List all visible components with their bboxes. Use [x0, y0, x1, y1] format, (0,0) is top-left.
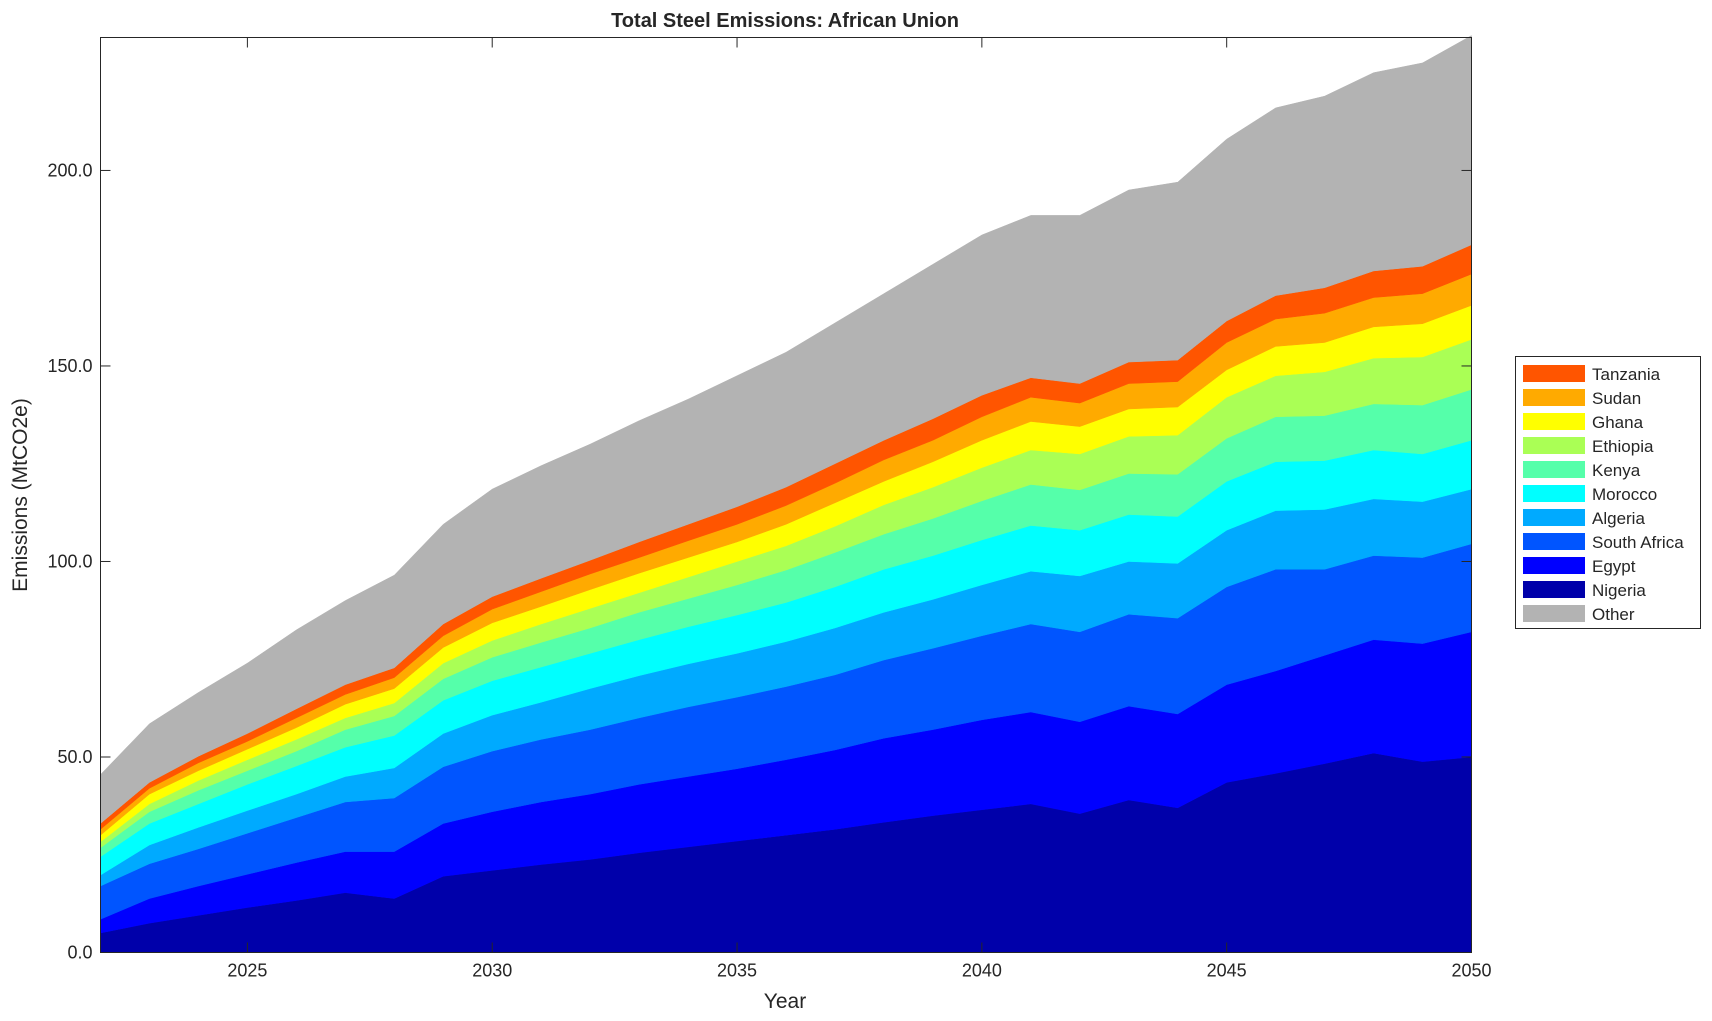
legend-label: Tanzania	[1592, 365, 1661, 384]
legend-swatch-ghana	[1523, 413, 1585, 430]
x-tick-label: 2035	[717, 961, 757, 981]
y-tick-label: 200.0	[47, 160, 92, 180]
legend-swatch-south-africa	[1523, 533, 1585, 550]
plot-frame	[100, 37, 1472, 953]
legend-label: South Africa	[1592, 533, 1684, 552]
y-axis-label: Emissions (MtCO2e)	[9, 398, 32, 592]
legend-label: Other	[1592, 605, 1635, 624]
legend-swatch-kenya	[1523, 461, 1585, 478]
legend-label: Algeria	[1592, 509, 1645, 528]
legend-swatch-other	[1523, 605, 1585, 622]
legend-label: Egypt	[1592, 557, 1636, 576]
legend-swatch-nigeria	[1523, 581, 1585, 598]
legend-swatch-ethiopia	[1523, 437, 1585, 454]
legend-label: Sudan	[1592, 389, 1641, 408]
y-tick-label: 50.0	[57, 747, 92, 767]
x-tick-label: 2050	[1451, 961, 1491, 981]
legend-swatch-egypt	[1523, 557, 1585, 574]
y-tick-label: 100.0	[47, 551, 92, 571]
x-axis: 2025 2030 2035 2040 2045 2050	[227, 37, 1492, 981]
x-tick-label: 2040	[962, 961, 1002, 981]
area-layers	[100, 35, 1472, 953]
legend-swatch-sudan	[1523, 389, 1585, 406]
legend-label: Ghana	[1592, 413, 1644, 432]
legend-label: Kenya	[1592, 461, 1641, 480]
x-tick-label: 2045	[1207, 961, 1247, 981]
legend-label: Ethiopia	[1592, 437, 1654, 456]
y-tick-label: 150.0	[47, 356, 92, 376]
x-tick-label: 2030	[472, 961, 512, 981]
chart-title: Total Steel Emissions: African Union	[611, 10, 959, 32]
legend-label: Morocco	[1592, 485, 1657, 504]
legend-swatch-algeria	[1523, 509, 1585, 526]
legend-swatch-morocco	[1523, 485, 1585, 502]
y-axis: 0.0 50.0 100.0 150.0 200.0	[47, 160, 1472, 963]
legend-label: Nigeria	[1592, 581, 1646, 600]
x-tick-label: 2025	[227, 961, 267, 981]
legend: Tanzania Sudan Ghana Ethiopia Kenya Morocco Al…	[1515, 356, 1701, 629]
legend-swatch-tanzania	[1523, 365, 1585, 382]
y-tick-label: 0.0	[67, 943, 92, 963]
x-axis-label: Year	[764, 990, 806, 1013]
